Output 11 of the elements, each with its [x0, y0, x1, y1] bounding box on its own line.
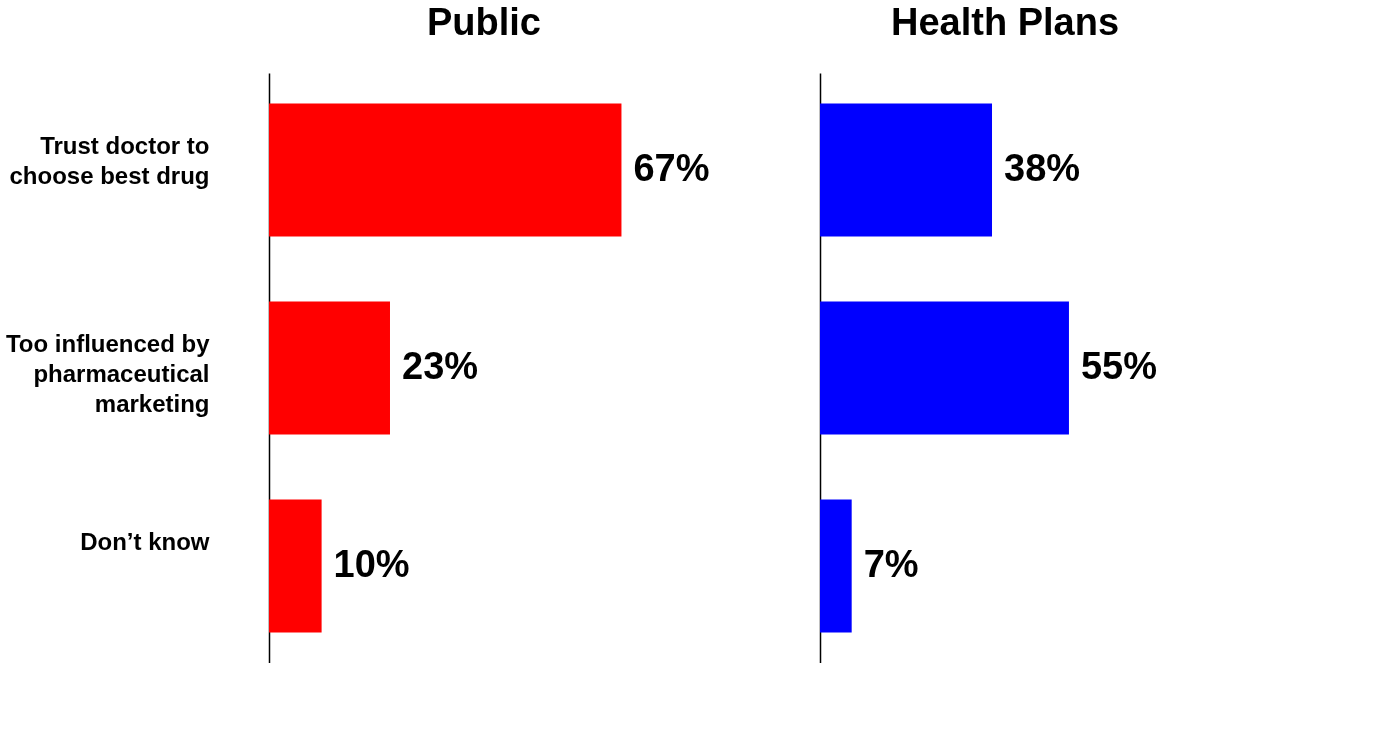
data-label: 38%	[1004, 147, 1081, 190]
data-label: 67%	[633, 147, 710, 190]
data-label: 23%	[401, 345, 479, 387]
chart-title: Health Plans	[890, 1, 1120, 43]
y-tick-label: Don’t know	[80, 527, 210, 555]
chart-title: Public	[426, 1, 542, 43]
data-label: 10%	[333, 542, 410, 585]
y-tick-label: Trust doctor to choose best drug	[9, 132, 210, 190]
data-label: 55%	[1080, 345, 1158, 387]
data-label: 7%	[863, 542, 919, 585]
y-tick-label: Too influenced by pharmaceutical marketing	[5, 330, 211, 417]
